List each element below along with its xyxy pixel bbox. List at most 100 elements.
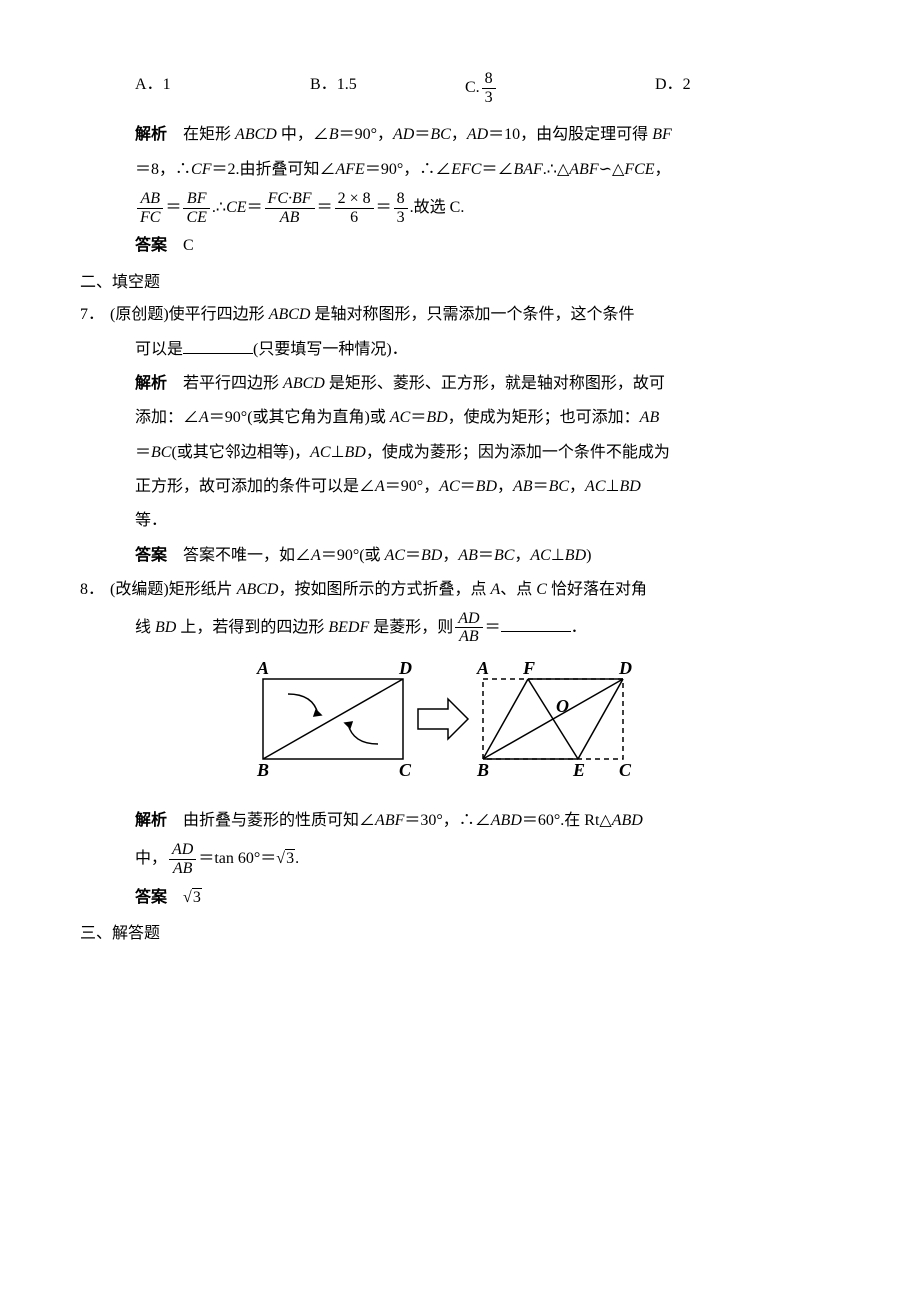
f2n: BF bbox=[183, 190, 209, 209]
ac: AC bbox=[530, 547, 550, 564]
t: 若平行四边形 bbox=[183, 375, 283, 392]
t: ＝10，由勾股定理可得 bbox=[488, 126, 652, 143]
choice-a-val: 1 bbox=[163, 76, 171, 93]
q6-choices: A．1 B．1.5 C.83 D．2 bbox=[80, 70, 825, 106]
t: 、点 bbox=[500, 581, 536, 598]
ac: AC bbox=[310, 444, 330, 461]
q8-l2: 线 BD 上，若得到的四边形 BEDF 是菱形，则ADAB＝． bbox=[80, 610, 825, 647]
f3d: AB bbox=[265, 209, 315, 227]
baf: BAF bbox=[513, 161, 542, 178]
t: ＝30°，∴∠ bbox=[404, 812, 490, 829]
t: ，使成为矩形；也可添加： bbox=[448, 409, 640, 426]
t: ＝ bbox=[247, 199, 263, 216]
t: 添加：∠ bbox=[135, 409, 199, 426]
f1d: FC bbox=[137, 209, 163, 227]
afe: AFE bbox=[335, 161, 364, 178]
A: A bbox=[199, 409, 209, 426]
lbl-B2: B bbox=[476, 760, 489, 780]
fd: AB bbox=[455, 628, 482, 646]
t: 恰好落在对角 bbox=[547, 581, 647, 598]
t: 正方形，故可添加的条件可以是∠ bbox=[135, 478, 375, 495]
q8-jiexi-l2: 中，ADAB＝tan 60°＝3. bbox=[80, 840, 825, 878]
t: ， bbox=[451, 126, 467, 143]
jiexi-label: 解析 bbox=[135, 375, 167, 392]
fn: AD bbox=[455, 610, 482, 629]
lbl-F: F bbox=[522, 658, 535, 678]
q7-jiexi-l5: 等． bbox=[80, 506, 825, 536]
f5d: 3 bbox=[394, 209, 408, 227]
t: ＝ bbox=[376, 199, 392, 216]
bf: BF bbox=[652, 126, 672, 143]
daan-label: 答案 bbox=[135, 889, 167, 906]
lbl-B1: B bbox=[256, 760, 269, 780]
q7: 7． (原创题)使平行四边形 ABCD 是轴对称图形，只需添加一个条件，这个条件 bbox=[80, 300, 825, 330]
choice-b: B．1.5 bbox=[310, 70, 465, 106]
rad: 3 bbox=[285, 849, 295, 867]
t: ， bbox=[442, 547, 458, 564]
f4n: 2 × 8 bbox=[335, 190, 374, 209]
bc: BC bbox=[430, 126, 450, 143]
t: 使平行四边形 bbox=[169, 306, 269, 323]
t: 由折叠与菱形的性质可知∠ bbox=[183, 812, 375, 829]
abcd: ABCD bbox=[237, 581, 279, 598]
t: ＝90°，∴∠ bbox=[365, 161, 451, 178]
choice-d-val: 2 bbox=[683, 76, 691, 93]
section-fill-blank: 二、填空题 bbox=[80, 268, 825, 298]
ad: AD bbox=[393, 126, 414, 143]
t: ， bbox=[514, 547, 530, 564]
choice-c-num: 8 bbox=[482, 70, 496, 89]
t: ＝ bbox=[460, 478, 476, 495]
t: ∽△ bbox=[599, 161, 625, 178]
t: ＝90°， bbox=[339, 126, 393, 143]
choice-a: A．1 bbox=[135, 70, 310, 106]
choice-b-label: B． bbox=[310, 76, 337, 93]
q7-jiexi-l3: ＝BC(或其它邻边相等)，AC⊥BD，使成为菱形；因为添加一个条件不能成为 bbox=[80, 438, 825, 468]
t: ⊥ bbox=[606, 478, 620, 495]
t: ＝ bbox=[410, 409, 426, 426]
choice-c-label: C. bbox=[465, 79, 480, 96]
ab: AB bbox=[513, 478, 533, 495]
t: ＝ bbox=[478, 547, 494, 564]
ac: AC bbox=[585, 478, 605, 495]
t: ＝ bbox=[135, 444, 151, 461]
sqrt3: 3 bbox=[276, 849, 295, 867]
bd: BD bbox=[565, 547, 586, 564]
t: ． bbox=[571, 619, 587, 636]
rad: 3 bbox=[192, 888, 202, 906]
abf: ABF bbox=[375, 812, 404, 829]
choice-d: D．2 bbox=[655, 70, 691, 106]
choice-b-val: 1.5 bbox=[337, 76, 357, 93]
q7-jiexi-l4: 正方形，故可添加的条件可以是∠A＝90°，AC＝BD，AB＝BC，AC⊥BD bbox=[80, 472, 825, 502]
bc: BC bbox=[151, 444, 171, 461]
fn: AD bbox=[169, 841, 196, 860]
t: 是轴对称图形，只需添加一个条件，这个条件 bbox=[310, 306, 634, 323]
ad2: AD bbox=[467, 126, 488, 143]
t: ＝90°(或 bbox=[321, 547, 385, 564]
q6-analysis-l2: ＝8，∴CF＝2.由折叠可知∠AFE＝90°，∴∠EFC＝∠BAF.∴△ABF∽… bbox=[80, 155, 825, 185]
f3n: FC·BF bbox=[265, 190, 315, 209]
sqrt3-ans: 3 bbox=[183, 888, 202, 906]
t: ＝2.由折叠可知∠ bbox=[211, 161, 335, 178]
daan-label: 答案 bbox=[135, 547, 167, 564]
daan-label: 答案 bbox=[135, 237, 167, 254]
cf: CF bbox=[191, 161, 211, 178]
abcd: ABCD bbox=[283, 375, 325, 392]
t: ＝tan 60°＝ bbox=[198, 850, 276, 867]
bd: BD bbox=[619, 478, 640, 495]
bd: BD bbox=[155, 619, 176, 636]
blank bbox=[501, 616, 571, 631]
t: .∴ bbox=[212, 199, 226, 216]
t: 可以是 bbox=[135, 341, 183, 358]
t: 中，∠ bbox=[277, 126, 329, 143]
q8-num: 8． bbox=[80, 575, 110, 605]
q8-body: (改编题)矩形纸片 ABCD，按如图所示的方式折叠，点 A、点 C 恰好落在对角 bbox=[110, 575, 825, 605]
bc: BC bbox=[494, 547, 514, 564]
q7-jiexi-l1: 解析 若平行四边形 ABCD 是矩形、菱形、正方形，就是轴对称图形，故可 bbox=[80, 369, 825, 399]
t: ＝ bbox=[485, 619, 501, 636]
t: ＝ bbox=[165, 199, 181, 216]
t: ⊥ bbox=[331, 444, 345, 461]
ce: CE bbox=[226, 199, 246, 216]
t: ＝8，∴ bbox=[135, 161, 191, 178]
t: 答案不唯一，如∠ bbox=[183, 547, 311, 564]
q7-body: (原创题)使平行四边形 ABCD 是轴对称图形，只需添加一个条件，这个条件 bbox=[110, 300, 825, 330]
